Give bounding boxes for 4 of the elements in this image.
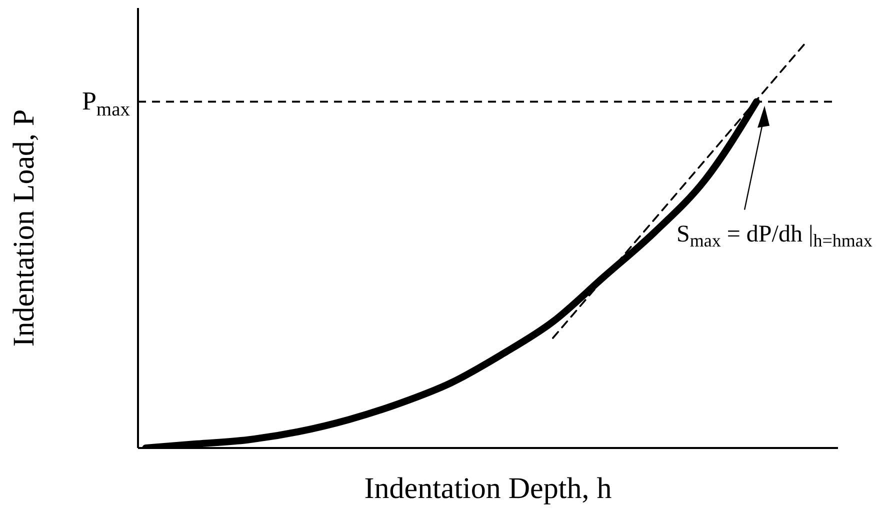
annotation: S$_{max}$ = dP/dh |$_{h=hmax}$ [676, 222, 872, 252]
ref-line-label: P$_{max}$ [82, 86, 130, 121]
y-axis-title: Indentation Load, P [8, 109, 41, 347]
x-axis-title: Indentation Depth, h [364, 472, 612, 505]
